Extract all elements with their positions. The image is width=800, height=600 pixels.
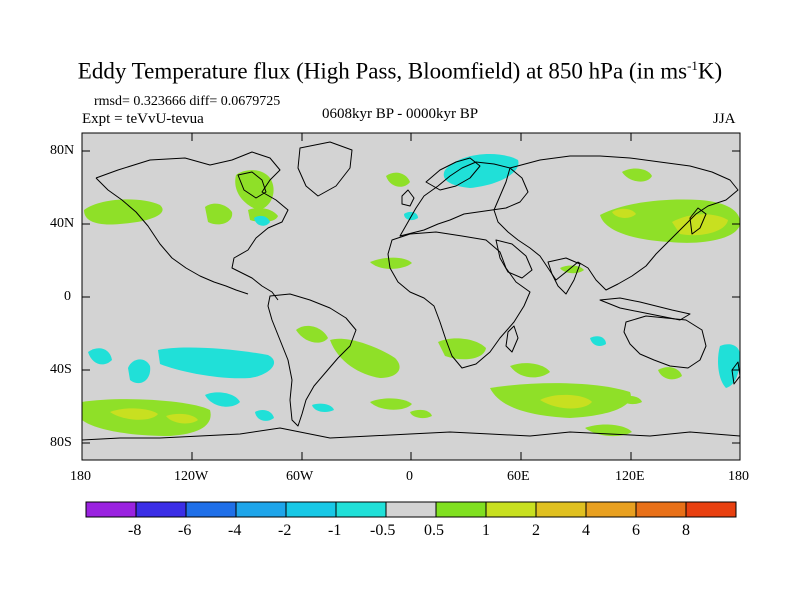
anomaly-region (560, 265, 584, 274)
anomaly-region (312, 403, 334, 413)
lon-label: 60E (507, 469, 530, 484)
colorbar-label: -4 (228, 522, 242, 539)
anomaly-region (370, 257, 412, 269)
anomaly-region (620, 395, 642, 405)
anomaly-fields (82, 154, 740, 437)
colorbar-box (335, 501, 387, 518)
lat-label: 80N (50, 143, 75, 158)
coastline-madagascar (505, 325, 519, 353)
anomaly-region (622, 168, 652, 182)
anomaly-region (88, 348, 112, 365)
coastline-hudson-bay (237, 171, 267, 199)
colorbar-box (585, 501, 637, 518)
colorbar-box (285, 501, 337, 518)
coastline-britain (401, 189, 415, 207)
coastline-north-america (95, 151, 289, 301)
period-label: 0608kyr BP - 0000kyr BP (322, 106, 479, 122)
anomaly-region (386, 172, 410, 187)
anomaly-region (205, 392, 240, 407)
colorbar-box (635, 501, 687, 518)
lon-label: 0 (406, 469, 413, 484)
lat-label: 40S (50, 362, 72, 377)
coastline-australia (623, 315, 707, 369)
colorbar-box (235, 501, 287, 518)
lon-label: 120E (615, 469, 645, 484)
colorbar-label: -1 (328, 522, 342, 539)
lon-label: 60W (286, 469, 314, 484)
anomaly-region (128, 359, 151, 384)
anomaly-region (296, 325, 328, 343)
lon-label: 180 (70, 469, 91, 484)
coastlines (82, 141, 740, 441)
colorbar-box (185, 501, 237, 518)
coastline-asia (493, 155, 739, 291)
colorbar-label: 8 (682, 522, 690, 539)
anomaly-region (254, 215, 270, 226)
coastline-new-zealand (731, 361, 740, 385)
colorbar-label: -6 (178, 522, 192, 539)
coastline-greenland (297, 141, 353, 197)
lat-label: 0 (64, 289, 71, 304)
colorbar-box (385, 501, 437, 518)
colorbar-label: -0.5 (370, 522, 396, 539)
coastline-scandinavia (425, 157, 481, 191)
coastline-arabia (495, 239, 533, 279)
colorbar-label: 0.5 (424, 522, 444, 539)
colorbar-label: 1 (482, 522, 490, 539)
anomaly-region (438, 338, 486, 360)
colorbar-box (85, 501, 137, 518)
coastline-south-america (267, 293, 357, 427)
anomaly-region (718, 344, 740, 388)
anomaly-region (510, 363, 550, 378)
coastline-antarctica (82, 427, 740, 441)
anomaly-region (166, 413, 198, 424)
anomaly-region (370, 398, 412, 410)
anomaly-region (540, 394, 592, 409)
lat-label: 40N (50, 216, 75, 231)
colorbar-label: -8 (128, 522, 142, 539)
anomaly-region (158, 347, 275, 379)
colorbar-box (685, 501, 737, 518)
anomaly-region (110, 408, 158, 420)
rmsd-diff-text: rmsd= 0.323666 diff= 0.0679725 (94, 94, 281, 109)
colorbar (85, 501, 737, 518)
colorbar-box (485, 501, 537, 518)
plot-title: Eddy Temperature flux (High Pass, Bloomf… (77, 58, 723, 84)
colorbar-label: 2 (532, 522, 540, 539)
anomaly-region (590, 336, 606, 346)
experiment-label: Expt = teVvU-tevua (82, 111, 204, 127)
lon-label: 120W (174, 469, 209, 484)
anomaly-region (255, 410, 274, 421)
anomaly-region (443, 154, 519, 188)
coastline-japan (689, 207, 707, 235)
coastline-africa (387, 231, 531, 369)
coastline-north-america (95, 177, 249, 295)
colorbar-label: -2 (278, 522, 292, 539)
colorbar-box (135, 501, 187, 518)
colorbar-label: 4 (582, 522, 590, 539)
anomaly-region (205, 203, 233, 225)
anomaly-region (235, 170, 274, 210)
anomaly-region (612, 208, 636, 218)
coastline-indonesia (599, 297, 691, 321)
lat-label: 80S (50, 435, 72, 450)
anomaly-region (658, 367, 682, 380)
colorbar-box (435, 501, 487, 518)
coastline-europe (399, 161, 529, 237)
anomaly-region (672, 214, 728, 236)
lon-label: 180 (728, 469, 749, 484)
season-label: JJA (713, 111, 736, 127)
colorbar-box (535, 501, 587, 518)
axis-ticks (82, 133, 740, 460)
anomaly-region (410, 409, 432, 419)
coastline-india (547, 257, 581, 295)
anomaly-region (84, 199, 163, 225)
colorbar-label: 6 (632, 522, 640, 539)
